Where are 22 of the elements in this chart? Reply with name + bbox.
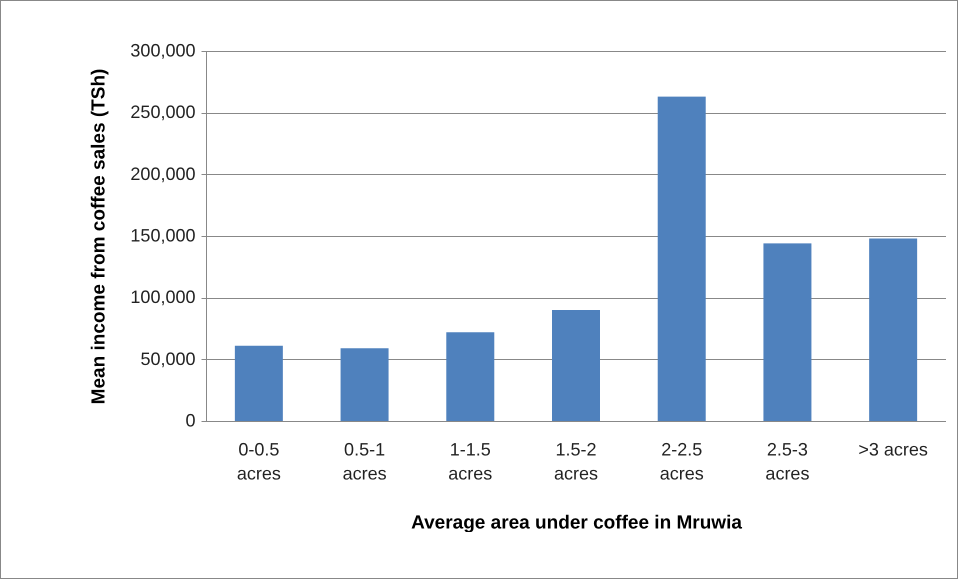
bar: [658, 96, 706, 421]
y-tick-label: 50,000: [140, 348, 196, 369]
x-tick-label: >3 acres: [858, 440, 928, 460]
y-tick-label: 100,000: [130, 287, 196, 308]
x-tick-label: 1-1.5 acres: [448, 440, 492, 484]
bar: [869, 238, 918, 421]
x-tick-label: 2-2.5 acres: [660, 440, 704, 484]
y-axis-title: Mean income from coffee sales (TSh): [88, 68, 110, 404]
x-tick-label: 2.5-3 acres: [765, 440, 810, 484]
x-tick-label: 0.5-1 acres: [342, 440, 387, 484]
bar: [234, 346, 283, 421]
bar: [340, 348, 389, 421]
y-tick-label: 300,000: [130, 40, 196, 60]
bar: [446, 332, 494, 421]
bar: [552, 310, 600, 421]
x-tick-label: 1.5-2 acres: [554, 440, 598, 484]
y-tick-label: 150,000: [130, 226, 196, 246]
y-tick-label: 200,000: [130, 164, 196, 184]
y-tick-label: 250,000: [130, 102, 196, 122]
x-tick-label: 0-0.5 acres: [236, 440, 281, 484]
bar: [763, 243, 812, 421]
y-tick-label: 0: [185, 410, 196, 430]
